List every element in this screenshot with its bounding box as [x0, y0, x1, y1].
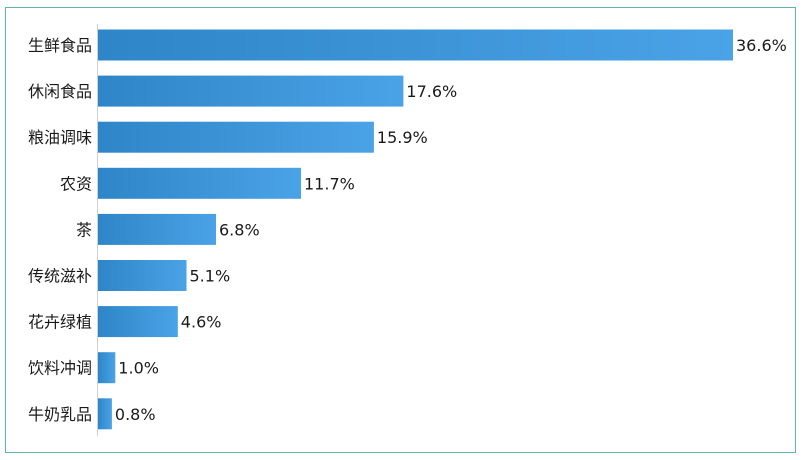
- bar-5: [98, 260, 187, 291]
- category-label-7: 饮料冲调: [28, 359, 92, 378]
- value-label-0: 36.6%: [736, 36, 787, 55]
- bar-1: [98, 75, 404, 107]
- value-label-7: 1.0%: [118, 359, 159, 378]
- category-label-6: 花卉绿植: [28, 313, 92, 332]
- bar-0: [98, 29, 733, 61]
- category-label-5: 传统滋补: [28, 267, 92, 286]
- category-label-8: 牛奶乳品: [28, 405, 92, 424]
- value-label-5: 5.1%: [190, 267, 231, 286]
- value-label-2: 15.9%: [377, 128, 428, 147]
- category-label-3: 农资: [60, 174, 92, 193]
- bar-6: [98, 306, 178, 338]
- value-label-8: 0.8%: [115, 405, 156, 424]
- bar-4: [98, 213, 216, 245]
- category-label-2: 粮油调味: [28, 128, 92, 147]
- category-label-1: 休闲食品: [28, 82, 92, 101]
- value-label-4: 6.8%: [219, 220, 260, 239]
- value-label-3: 11.7%: [304, 174, 355, 193]
- value-label-6: 4.6%: [181, 313, 222, 332]
- category-label-0: 生鲜食品: [28, 36, 92, 55]
- category-label-4: 茶: [76, 220, 92, 239]
- bar-2: [98, 121, 374, 153]
- bar-3: [98, 167, 301, 199]
- value-label-1: 17.6%: [406, 82, 457, 101]
- bar-7: [98, 352, 116, 384]
- bar-8: [98, 398, 112, 430]
